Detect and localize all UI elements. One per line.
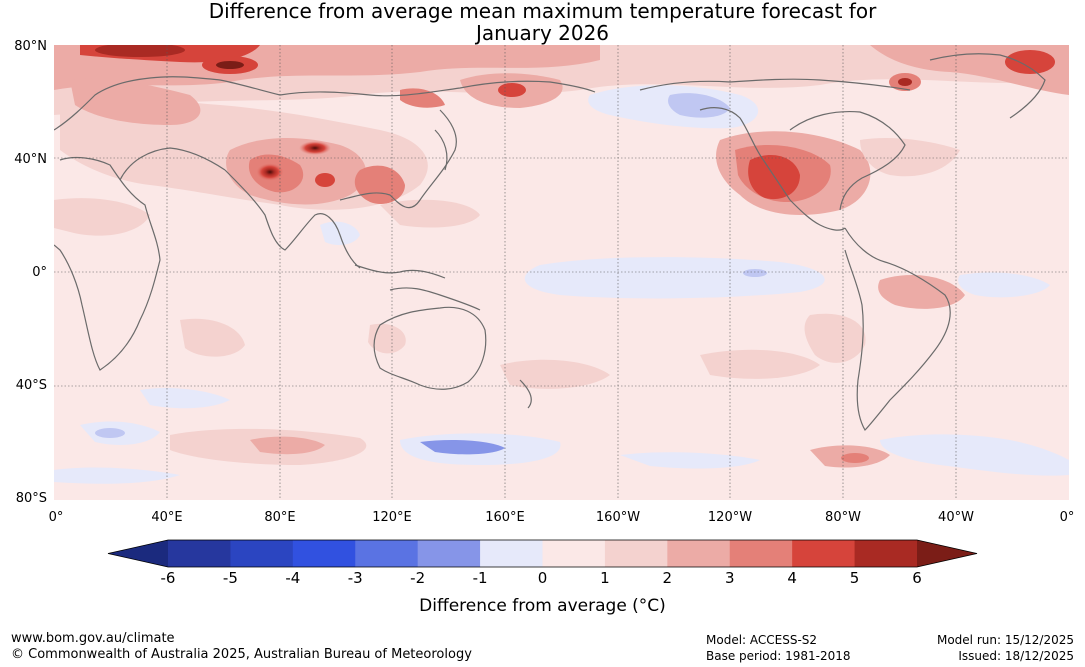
footer-base-period: Base period: 1981-2018: [706, 649, 851, 663]
lon-label: 0°: [48, 510, 64, 525]
lon-label: 120°E: [372, 510, 412, 525]
anomaly-region-eurasia: [60, 73, 563, 210]
lat-label-40n: 40°N: [14, 152, 47, 167]
colorbar-under-arrow: [108, 540, 168, 567]
colorbar-bin: [417, 540, 481, 567]
colorbar-bin: [792, 540, 856, 567]
coastlines: [54, 53, 1046, 431]
colorbar-tick-label: 3: [724, 569, 735, 587]
colorbar-label: Difference from average (°C): [419, 596, 666, 616]
colorbar-tick-label: 0: [537, 569, 548, 587]
lon-label: 80°W: [825, 510, 861, 525]
footer-issued: Issued: 18/12/2025: [958, 649, 1074, 663]
anomaly-region-arctic: [54, 45, 1069, 115]
colorbar-bin: [542, 540, 606, 567]
colorbar-bin: [854, 540, 918, 567]
colorbar-tick-label: -3: [347, 569, 363, 587]
lat-label-40s: 40°S: [15, 378, 47, 393]
lon-label: 40°E: [151, 510, 183, 525]
colorbar-bin: [292, 540, 356, 567]
graticule: [54, 45, 1069, 500]
colorbar-tick-label: 6: [912, 569, 922, 587]
colorbar-tick-label: 4: [787, 569, 797, 587]
colorbar-tick-label: -2: [410, 569, 426, 587]
colorbar-outline: [107, 539, 978, 568]
colorbar-tick-label: 1: [600, 569, 610, 587]
lat-label-0: 0°: [32, 265, 47, 280]
colorbar-bin: [667, 540, 731, 567]
lon-label: 160°W: [595, 510, 641, 525]
colorbar-bin: [604, 540, 668, 567]
map-title-line-2: January 2026: [475, 21, 610, 45]
lon-label: 40°W: [938, 510, 974, 525]
colorbar-bin: [355, 540, 419, 567]
footer-model: Model: ACCESS-S2: [706, 633, 818, 647]
colorbar-bin: [480, 540, 543, 567]
lon-label: 120°W: [707, 510, 753, 525]
colorbar-tick-label: -6: [160, 569, 176, 587]
colorbar-tick-label: 2: [662, 569, 673, 587]
map-title-line-1: Difference from average mean maximum tem…: [208, 0, 877, 23]
anomaly-region-north-america: [716, 131, 960, 215]
colorbar-bin: [729, 540, 793, 567]
colorbar-tick-label: -5: [222, 569, 238, 587]
footer-copyright: © Commonwealth of Australia 2025, Austra…: [11, 647, 472, 662]
footer-url: www.bom.gov.au/climate: [11, 631, 175, 646]
colorbar-bin: [230, 540, 294, 567]
colorbar-tick-label: 5: [849, 569, 860, 587]
colorbar-tick-label: -4: [285, 569, 301, 587]
colorbar: [107, 539, 978, 568]
colorbar-over-arrow: [917, 540, 977, 567]
lat-label-80s: 80°S: [15, 491, 47, 506]
footer-model-run: Model run: 15/12/2025: [936, 633, 1074, 647]
lon-label: 0°: [1059, 510, 1075, 525]
lon-label: 80°E: [264, 510, 296, 525]
colorbar-bin: [168, 540, 231, 567]
colorbar-tick-label: -1: [472, 569, 488, 587]
lon-label: 160°E: [485, 510, 525, 525]
lat-label-80n: 80°N: [14, 39, 47, 54]
anomaly-region-cool: [54, 85, 1069, 484]
